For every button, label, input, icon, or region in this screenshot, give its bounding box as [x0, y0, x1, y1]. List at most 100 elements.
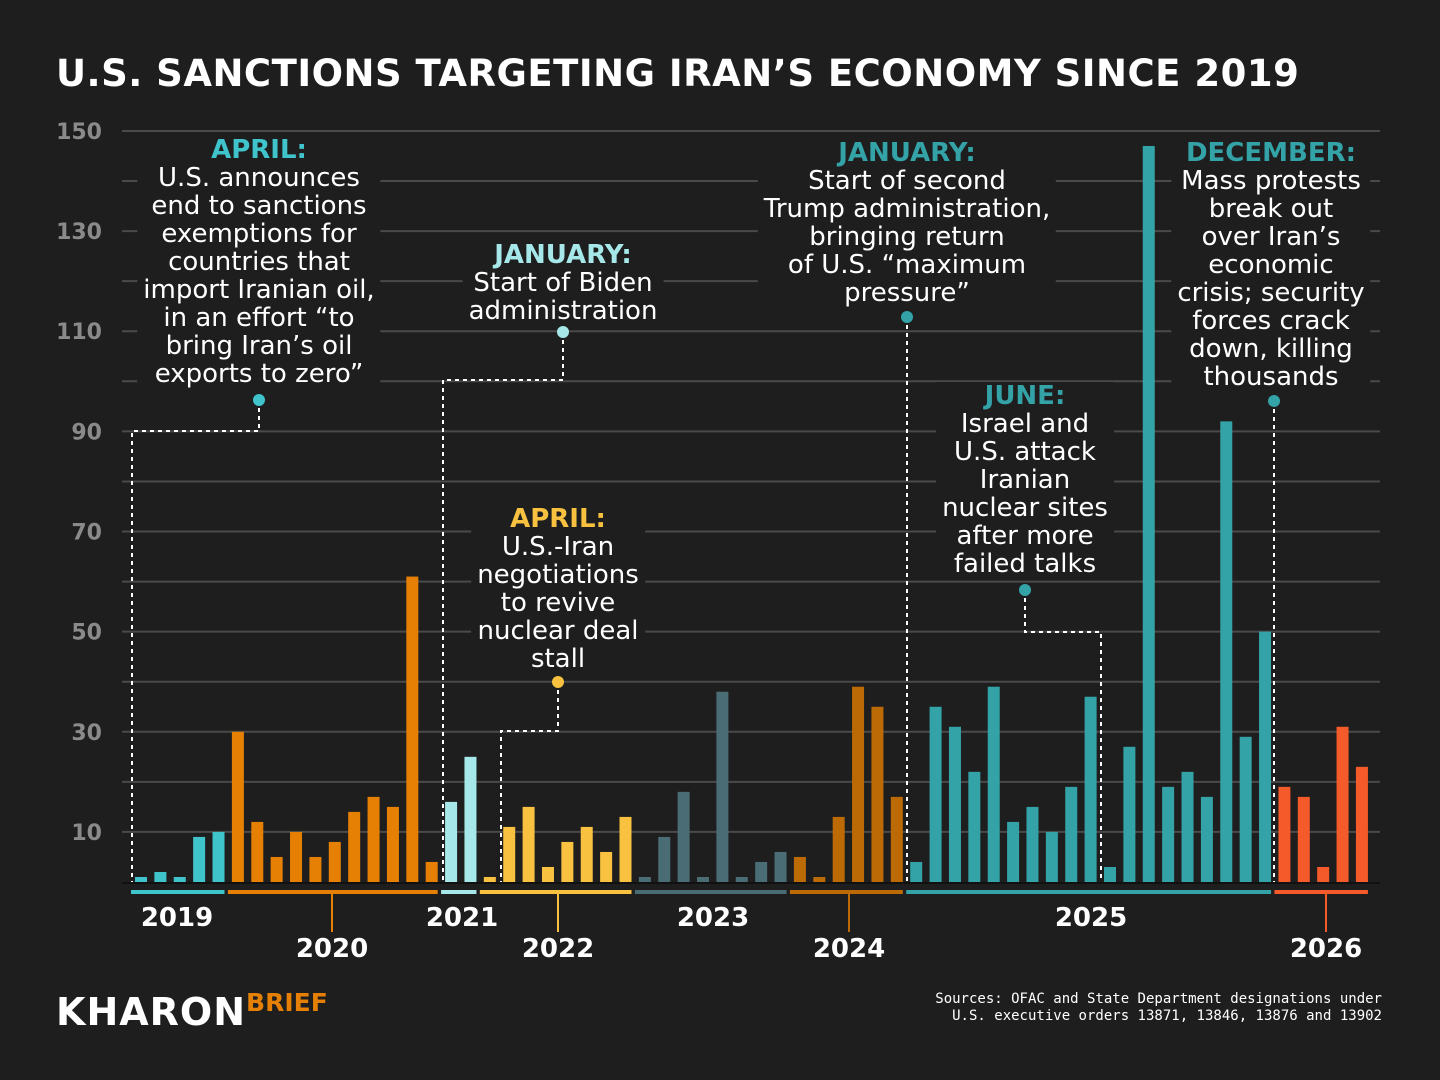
bar-2020	[348, 811, 361, 882]
annotation-line: to revive	[500, 588, 616, 618]
bar-2025	[1162, 786, 1175, 882]
bar-2019	[135, 876, 147, 882]
bar-2020	[231, 731, 244, 882]
bar-2023	[638, 876, 651, 882]
annotation-line: negotiations	[477, 560, 639, 590]
logo-sub: BRIEF	[246, 988, 328, 1017]
bar-2025	[987, 686, 1000, 882]
y-tick-label: 90	[71, 420, 102, 445]
y-tick-label: 30	[71, 721, 102, 746]
y-tick-label: 10	[71, 821, 102, 846]
bar-2019	[193, 836, 206, 882]
bar-2020	[328, 841, 341, 882]
annotation-line: pressure”	[844, 278, 970, 308]
bar-2020	[425, 861, 438, 882]
annotation-dot	[901, 311, 913, 323]
year-label-2021: 2021	[426, 903, 498, 933]
bar-2025	[1065, 786, 1078, 882]
annotation: DECEMBER: Mass protests break out over Iran…	[1171, 139, 1371, 392]
annotation-dot	[557, 326, 569, 338]
bar-2022	[561, 841, 574, 882]
annotation-line: stall	[530, 644, 586, 674]
bar-2025	[1200, 796, 1213, 882]
annotation-line: exemptions for	[161, 219, 357, 249]
bar-2026	[1355, 766, 1368, 882]
bar-2026	[1278, 786, 1291, 882]
annotation-line: Iranian	[979, 465, 1071, 495]
bar-2024	[890, 796, 903, 882]
annotation-leader-line	[1024, 590, 1102, 882]
bar-2023	[697, 876, 710, 882]
annotation-dot	[1268, 395, 1280, 407]
bar-2024	[871, 706, 884, 882]
annotation-line: down, killing	[1189, 334, 1353, 364]
bar-2026	[1336, 726, 1349, 882]
year-label-2022: 2022	[522, 934, 594, 964]
year-label-2025: 2025	[1055, 903, 1127, 933]
annotation-line: bring Iran’s oil	[165, 331, 353, 361]
annotation-heading: JANUARY:	[838, 138, 976, 168]
bar-2024	[813, 876, 826, 882]
bar-2020	[251, 821, 264, 882]
bar-2025	[1259, 631, 1272, 882]
annotation-line: U.S. attack	[954, 437, 1096, 467]
bar-2022	[600, 851, 613, 882]
annotation-line: import Iranian oil,	[143, 275, 375, 305]
bar-2026	[1317, 866, 1330, 882]
bar-2023	[735, 876, 748, 882]
bar-2023	[755, 861, 768, 882]
bar-2022	[580, 826, 593, 882]
annotation-line: after more	[956, 521, 1094, 551]
annotation-dot	[253, 394, 265, 406]
annotation-line: Trump administration,	[763, 194, 1051, 224]
annotation-line: crisis; security	[1177, 278, 1365, 308]
annotation-line: thousands	[1203, 362, 1339, 392]
annotation-line: countries that	[168, 247, 350, 277]
annotation-line: failed talks	[953, 549, 1097, 579]
bar-2019	[212, 831, 225, 882]
annotation-line: nuclear sites	[942, 493, 1108, 523]
annotation-line: U.S.-Iran	[501, 532, 615, 562]
chart-title: U.S. SANCTIONS TARGETING IRAN’S ECONOMY …	[56, 52, 1300, 95]
y-tick-label: 70	[71, 521, 102, 546]
bar-2023	[677, 791, 690, 882]
bar-2020	[270, 856, 283, 882]
bar-2025	[1181, 771, 1194, 882]
bar-2020	[406, 576, 419, 882]
annotation-line: economic	[1208, 250, 1334, 280]
bar-2020	[290, 831, 303, 882]
y-tick-label: 130	[56, 220, 102, 245]
bar-2025	[1007, 821, 1020, 882]
bar-2025	[1026, 806, 1039, 882]
annotation-line: U.S. announces	[158, 163, 360, 193]
bar-2023	[716, 691, 729, 882]
bar-2022	[522, 806, 535, 882]
annotation-heading: APRIL:	[510, 504, 606, 534]
sources-line-2: U.S. executive orders 13871, 13846, 1387…	[952, 1008, 1382, 1024]
year-label-2020: 2020	[296, 934, 368, 964]
annotation-heading: JANUARY:	[494, 240, 632, 270]
bar-2025	[948, 726, 961, 882]
bar-2019	[173, 876, 186, 882]
bar-2025	[929, 706, 942, 882]
annotation-line: bringing return	[809, 222, 1005, 252]
year-label-2019: 2019	[141, 903, 213, 933]
bar-2020	[367, 796, 380, 882]
bar-2021	[445, 801, 458, 882]
bar-2024	[832, 816, 845, 882]
bar-2022	[541, 866, 554, 882]
annotation-dot	[552, 676, 564, 688]
bar-2025	[1142, 145, 1155, 882]
annotation-leader-line	[500, 682, 559, 882]
bar-2020	[386, 806, 399, 882]
bar-2025	[1104, 866, 1116, 882]
bar-2025	[910, 861, 923, 882]
bar-2024	[793, 856, 806, 882]
sources-note: Sources: OFAC and State Department desig…	[935, 991, 1382, 1025]
annotation: JANUARY: Start of second Trump administrat…	[757, 138, 1057, 308]
annotation-line: Israel and	[960, 409, 1090, 439]
annotation-line: administration	[468, 296, 658, 326]
annotation: JANUARY: Start of Biden administration	[462, 240, 664, 326]
annotation-line: break out	[1208, 194, 1334, 224]
